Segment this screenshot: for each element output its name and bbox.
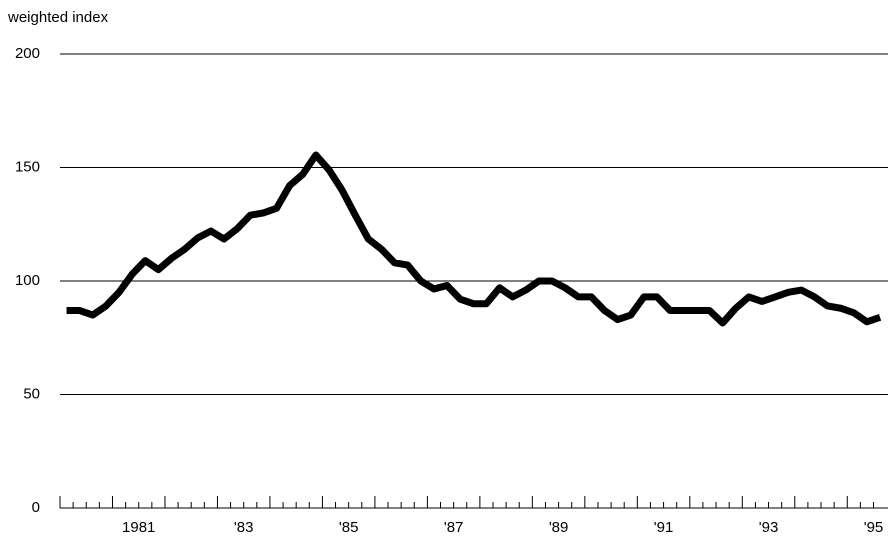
y-tick-label: 150 [15,158,40,175]
y-tick-label: 100 [15,272,40,289]
y-tick-label: 50 [23,385,40,402]
line [66,151,882,327]
x-tick-label: '87 [444,519,464,536]
x-tick-label: 1981 [122,519,155,536]
y-tick-label: 0 [32,499,40,516]
x-tick-label: '83 [234,519,254,536]
y-axis-label: weighted index [7,9,109,26]
x-tick-label: '85 [339,519,359,536]
x-tick-label: '93 [759,519,779,536]
x-tick-label: '91 [654,519,674,536]
y-tick-label: 200 [15,45,40,62]
x-tick-label: '89 [549,519,569,536]
x-tick-label: '95 [864,519,884,536]
